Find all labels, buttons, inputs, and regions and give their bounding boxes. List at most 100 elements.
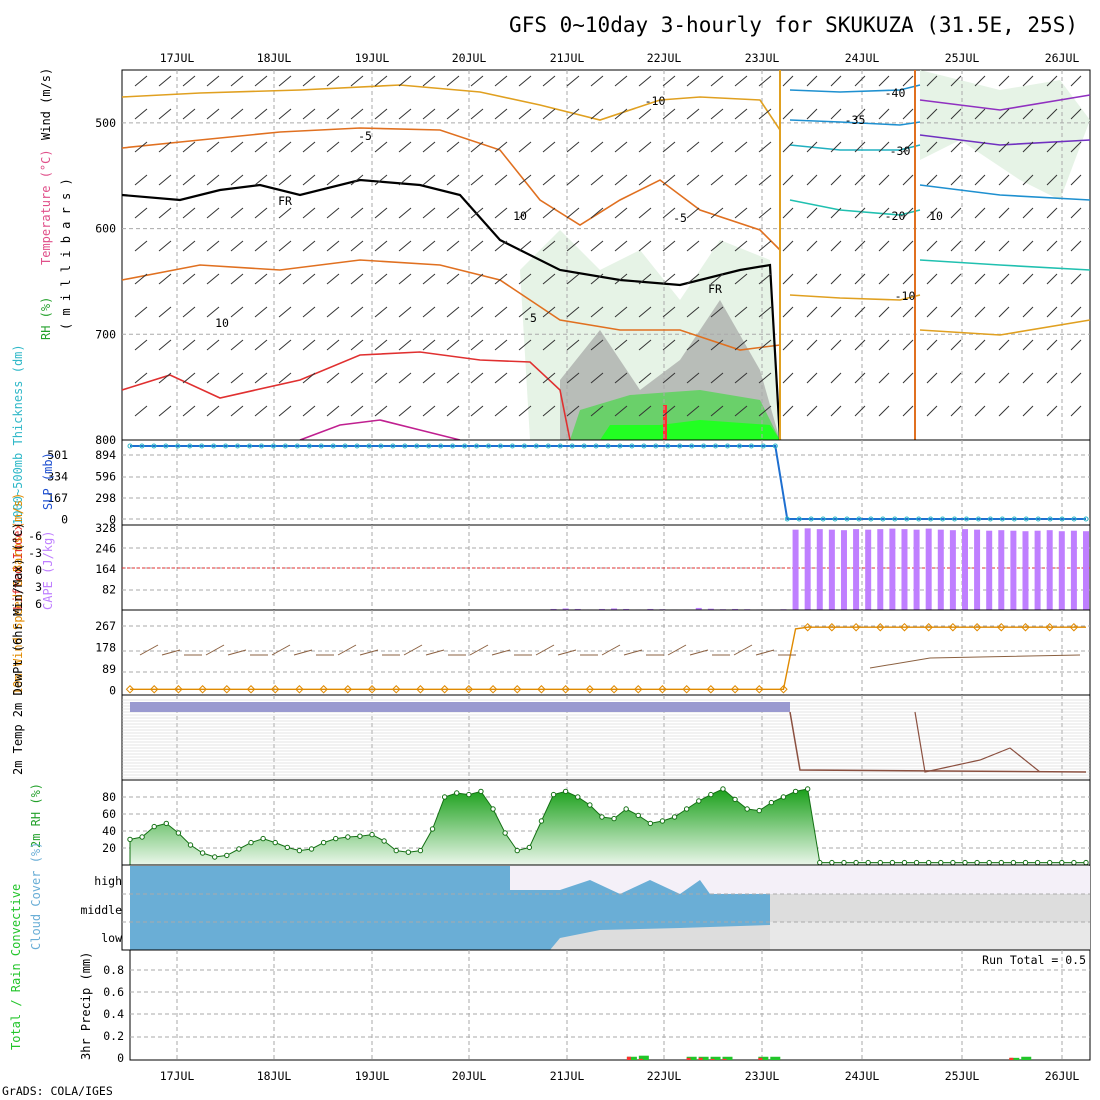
isotherm-minus40: [789, 84, 921, 93]
rh2m-point: [792, 788, 799, 795]
wind-barb: [782, 75, 794, 87]
rh2m-point: [417, 847, 424, 854]
wind10-marker: [198, 685, 207, 694]
isotherm-minus5a: [121, 127, 781, 251]
slp-point: [450, 443, 456, 449]
cape-bar: [901, 529, 908, 610]
wind-barb: [758, 207, 772, 219]
wind-barb: [806, 207, 818, 219]
wind-barb: [998, 174, 1010, 186]
wind-barb: [1046, 339, 1058, 351]
wind-barb: [566, 405, 580, 417]
wind-barb: [230, 306, 244, 318]
rh2m-point: [260, 835, 266, 842]
wind-barb: [782, 174, 794, 186]
wind-barb: [1046, 273, 1058, 285]
wind-barb: [158, 372, 172, 384]
rh2m-point: [320, 839, 327, 846]
wind-barb: [926, 240, 938, 252]
wind-barb: [374, 339, 388, 351]
wind-barb: [710, 240, 724, 252]
isotherm-label: -40: [885, 86, 906, 100]
cape-bar: [889, 528, 896, 610]
rh2m-point: [974, 859, 980, 866]
wind-barb: [182, 405, 196, 417]
wind-barb: [926, 405, 938, 417]
precip-tick: 0.4: [103, 1007, 124, 1021]
x-tick-bottom: 21JUL: [550, 1069, 585, 1083]
wind-barb: [782, 108, 794, 120]
slp-point: [258, 443, 264, 449]
wind-barb: [878, 108, 890, 120]
wind10-line: [130, 626, 1086, 690]
wind-barb: [758, 339, 772, 351]
wind-barb: [446, 372, 460, 384]
wind10-tick: 89: [102, 662, 116, 676]
wind10-barb: [755, 649, 775, 656]
wind-barb: [998, 75, 1010, 87]
wind-barb: [782, 405, 794, 417]
cape-bar: [925, 528, 932, 610]
isotherm-minus25b: [919, 184, 1091, 201]
wind10-marker: [222, 685, 232, 694]
cape-bar: [623, 608, 630, 610]
wind-barb: [494, 306, 508, 318]
slp-point: [987, 516, 993, 522]
wind-barb: [734, 405, 748, 417]
rh2m-point: [393, 847, 399, 854]
slp-point: [617, 443, 623, 449]
wind-barb: [494, 273, 508, 285]
wind-barb: [494, 405, 508, 417]
wind-barb: [758, 75, 772, 87]
slp-point: [187, 443, 193, 449]
wind-barb: [446, 405, 460, 417]
wind-barb: [374, 207, 388, 219]
wind-barb: [686, 339, 700, 351]
wind-barb: [998, 108, 1010, 120]
wind-barb: [422, 174, 436, 186]
isotherm-label: 10: [215, 316, 229, 330]
wind-barb: [686, 306, 700, 318]
isotherm-label: FR: [708, 282, 722, 296]
wind-barb: [182, 141, 196, 153]
wind-barb: [566, 240, 580, 252]
rh2m-point: [562, 788, 569, 795]
wind-barb: [950, 108, 962, 120]
wind-barb: [494, 75, 508, 87]
wind-barb: [398, 372, 412, 384]
cape-bar: [804, 528, 811, 610]
cloud-level-low: low: [101, 931, 122, 945]
wind-barb: [446, 174, 460, 186]
rh2m-series: 80 60 40 20: [102, 780, 1090, 866]
wind-barb: [302, 273, 316, 285]
x-tick-bottom: 20JUL: [452, 1069, 487, 1083]
y-label-wind: Wind (m/s): [39, 68, 53, 140]
slp-panel: 501 334 167 0 894 596 298 0 1000~500mb Thicknes…: [11, 344, 1091, 527]
wind-barb: [590, 75, 604, 87]
wind-barb: [278, 405, 292, 417]
isotherm-label: -35: [845, 113, 866, 127]
slp-point: [725, 443, 730, 449]
wind-barb: [686, 405, 700, 417]
rh2m-point: [163, 820, 170, 827]
wind-barb: [350, 207, 364, 219]
wind-barb: [614, 207, 628, 219]
rh2m-point: [841, 859, 847, 866]
x-tick-bottom: 17JUL: [160, 1069, 195, 1083]
slp-point: [952, 516, 958, 522]
wind-barb: [1046, 306, 1058, 318]
rh2m-point: [308, 846, 315, 852]
slp-point: [163, 443, 169, 449]
wind-barb: [1046, 108, 1058, 120]
wind-barb: [686, 75, 700, 87]
precip-tick: 0.6: [103, 985, 124, 999]
wind-barb: [830, 273, 842, 285]
x-tick-bottom: 26JUL: [1045, 1069, 1080, 1083]
wind10-marker: [755, 685, 764, 694]
wind-barb: [206, 306, 220, 318]
wind-barb: [806, 306, 818, 318]
wind-barb: [350, 141, 364, 153]
wind-barb: [566, 306, 580, 318]
rh2m-point: [575, 794, 581, 800]
y-label-precip: 3hr Precip (mm): [79, 952, 93, 1060]
